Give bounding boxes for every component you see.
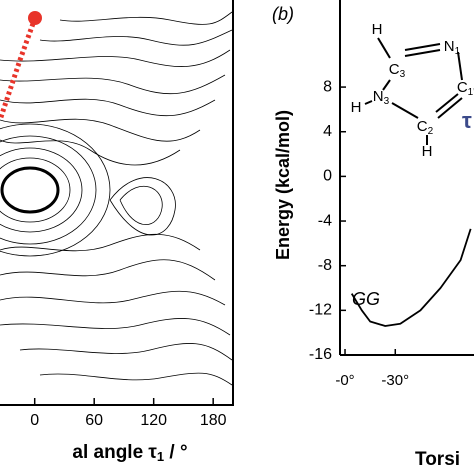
atom-label: N1 bbox=[444, 38, 461, 57]
atom-label: H bbox=[422, 143, 433, 160]
y-axis-label: Energy (kcal/mol) bbox=[273, 110, 293, 260]
start-dot bbox=[28, 11, 42, 25]
atom-symbol: C bbox=[457, 79, 468, 96]
atom-symbol: C bbox=[389, 61, 400, 78]
atom-label: N3 bbox=[373, 88, 390, 107]
x-tick-label: 0 bbox=[30, 412, 39, 429]
path-dots bbox=[0, 17, 38, 121]
y-tick-label: -12 bbox=[309, 302, 332, 319]
y-tick-label: -8 bbox=[318, 257, 332, 274]
atom-symbol: H bbox=[422, 143, 433, 160]
molecule-bonds bbox=[364, 37, 463, 145]
atom-symbol: C bbox=[417, 118, 428, 135]
atom-label: H bbox=[372, 21, 383, 38]
atom-label: C2 bbox=[417, 118, 434, 137]
atom-symbol: H bbox=[372, 21, 383, 38]
y-tick-label: 0 bbox=[323, 168, 332, 185]
atom-label: C3 bbox=[389, 61, 406, 80]
x-tick-label: -30° bbox=[381, 372, 409, 389]
energy-curve bbox=[350, 228, 472, 327]
atom-index: 3 bbox=[400, 69, 406, 80]
atom-index: 3 bbox=[384, 96, 390, 107]
panel-label: (b) bbox=[272, 4, 294, 24]
atom-label: H bbox=[351, 99, 362, 116]
x-axis-label: Torsi bbox=[415, 449, 460, 470]
contour-lines bbox=[0, 11, 233, 386]
y-tick-label: -4 bbox=[318, 212, 332, 229]
y-tick-label: 4 bbox=[323, 123, 332, 140]
x-tick-label: 60 bbox=[85, 412, 103, 429]
atom-index: 1 bbox=[455, 46, 461, 57]
x-tick-label: 120 bbox=[140, 412, 167, 429]
x-tick-label: -0° bbox=[335, 372, 354, 389]
atom-index: 1' bbox=[468, 87, 474, 98]
atom-symbol: N bbox=[373, 88, 384, 105]
atom-label: C1' bbox=[457, 79, 474, 98]
x-tick-label: 180 bbox=[200, 412, 227, 429]
tau-symbol: τ bbox=[462, 108, 472, 133]
left-x-label: al angle τ1 / ° bbox=[72, 442, 187, 464]
conformer-label: GG bbox=[352, 289, 380, 309]
atom-symbol: H bbox=[351, 99, 362, 116]
left-frame bbox=[0, 0, 234, 406]
y-tick-label: -16 bbox=[309, 346, 332, 363]
atom-index: 2 bbox=[428, 126, 434, 137]
y-tick-label: 8 bbox=[323, 78, 332, 95]
atom-symbol: N bbox=[444, 38, 455, 55]
